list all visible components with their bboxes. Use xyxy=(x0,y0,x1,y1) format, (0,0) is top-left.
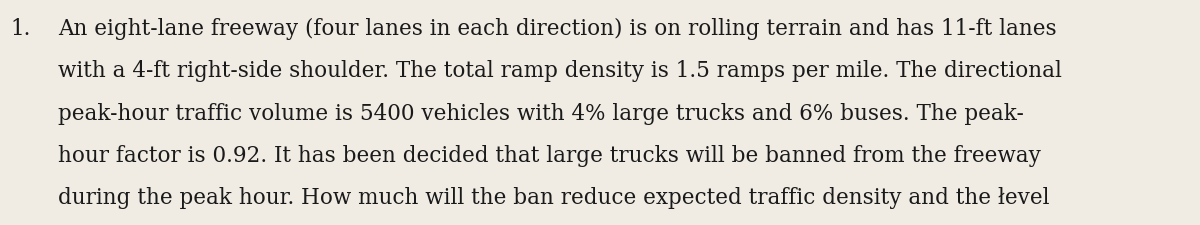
Text: with a 4-ft right-side shoulder. The total ramp density is 1.5 ramps per mile. T: with a 4-ft right-side shoulder. The tot… xyxy=(58,60,1062,82)
Text: hour factor is 0.92. It has been decided that large trucks will be banned from t: hour factor is 0.92. It has been decided… xyxy=(58,144,1040,166)
Text: 1.: 1. xyxy=(10,18,30,40)
Text: An eight-lane freeway (four lanes in each direction) is on rolling terrain and h: An eight-lane freeway (four lanes in eac… xyxy=(58,18,1057,40)
Text: during the peak hour. How much will the ban reduce expected traffic density and : during the peak hour. How much will the … xyxy=(58,187,1050,209)
Text: peak-hour traffic volume is 5400 vehicles with 4% large trucks and 6% buses. The: peak-hour traffic volume is 5400 vehicle… xyxy=(58,102,1024,124)
